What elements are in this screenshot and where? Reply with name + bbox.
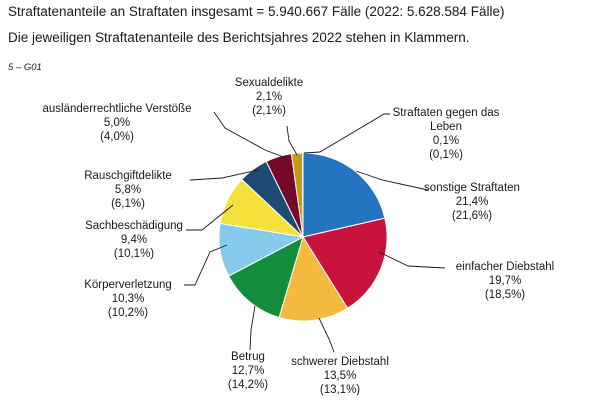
slice-prev-value: (10,2%) — [108, 307, 148, 319]
slice-value: 9,4% — [121, 234, 147, 246]
leader-lines — [184, 111, 446, 353]
slice-label-name: Straftaten gegen das — [393, 107, 500, 119]
slice-label: Sexualdelikte 2,1% (2,1%) — [235, 77, 303, 117]
slice-label: Betrug 12,7% (14,2%) — [228, 351, 268, 391]
slice-label-name: Betrug — [231, 351, 265, 363]
slice-label: schwerer Diebstahl 13,5% (13,1%) — [291, 356, 389, 396]
slice-label: sonstige Straftaten 21,4% (21,6%) — [424, 182, 520, 222]
pie-slice — [302, 217, 388, 309]
slice-label: ausländerrechtliche Verstöße 5,0% (4,0%) — [43, 103, 192, 143]
leader-line — [249, 305, 256, 351]
slice-value: 10,3% — [112, 293, 145, 305]
slice-label-name: Sachbeschädigung — [85, 220, 183, 232]
slice-value: 0,1% — [433, 135, 459, 147]
slice-prev-value: (2,1%) — [252, 105, 286, 117]
slice-value: 2,1% — [256, 91, 282, 103]
slice-prev-value: (0,1%) — [429, 149, 463, 161]
slice-label: Straftaten gegen das Leben 0,1% (0,1%) — [393, 107, 500, 161]
figure-code: 5 – G01 — [8, 62, 42, 73]
chart-subtitle: Die jeweiligen Straftatenanteile des Ber… — [8, 30, 470, 45]
slice-label-name: ausländerrechtliche Verstöße — [43, 103, 192, 115]
leader-line — [355, 170, 429, 191]
slice-label-name: einfacher Diebstahl — [456, 261, 554, 273]
slice-label-name: Rauschgiftdelikte — [84, 170, 172, 182]
leader-line — [213, 111, 287, 159]
leader-line — [186, 204, 234, 231]
slice-label: einfacher Diebstahl 19,7% (18,5%) — [456, 261, 554, 301]
slice-prev-value: (4,0%) — [100, 131, 134, 143]
slice-labels: sonstige Straftaten 21,4% (21,6%) einfacher… — [43, 77, 555, 396]
leader-line — [184, 244, 228, 286]
slice-value: 13,5% — [324, 370, 357, 382]
pie-slice — [227, 236, 304, 319]
slice-label: Körperverletzung 10,3% (10,2%) — [84, 279, 172, 319]
slice-prev-value: (10,1%) — [114, 248, 154, 260]
leader-line — [378, 251, 446, 269]
slice-prev-value: (21,6%) — [452, 210, 492, 222]
slice-prev-value: (14,2%) — [228, 379, 268, 391]
slice-label-name: schwerer Diebstahl — [291, 356, 389, 368]
leader-line — [189, 169, 259, 181]
slice-label: Rauschgiftdelikte 5,8% (6,1%) — [84, 170, 172, 210]
slice-prev-value: (13,1%) — [320, 384, 360, 396]
slice-value: 21,4% — [456, 196, 489, 208]
slice-label-name: Körperverletzung — [84, 279, 172, 291]
slice-value: 5,8% — [115, 184, 141, 196]
leader-line — [286, 125, 298, 156]
pie-slice — [302, 152, 386, 238]
chart-title: Straftatenanteile an Straftaten insgesam… — [8, 4, 505, 19]
pie-slice — [301, 152, 304, 238]
slice-label-name: Leben — [430, 121, 462, 133]
slice-value: 12,7% — [232, 365, 265, 377]
slice-value: 19,7% — [489, 275, 522, 287]
slice-prev-value: (6,1%) — [111, 198, 145, 210]
pie-slice — [278, 235, 349, 322]
slice-label: Sachbeschädigung 9,4% (10,1%) — [85, 220, 183, 260]
slice-label-name: sonstige Straftaten — [424, 182, 520, 194]
slice-label-name: Sexualdelikte — [235, 77, 303, 89]
slice-value: 5,0% — [104, 117, 130, 129]
leader-line — [303, 113, 390, 154]
leader-line — [318, 317, 335, 353]
pie-slices — [218, 152, 388, 322]
slice-prev-value: (18,5%) — [485, 289, 525, 301]
